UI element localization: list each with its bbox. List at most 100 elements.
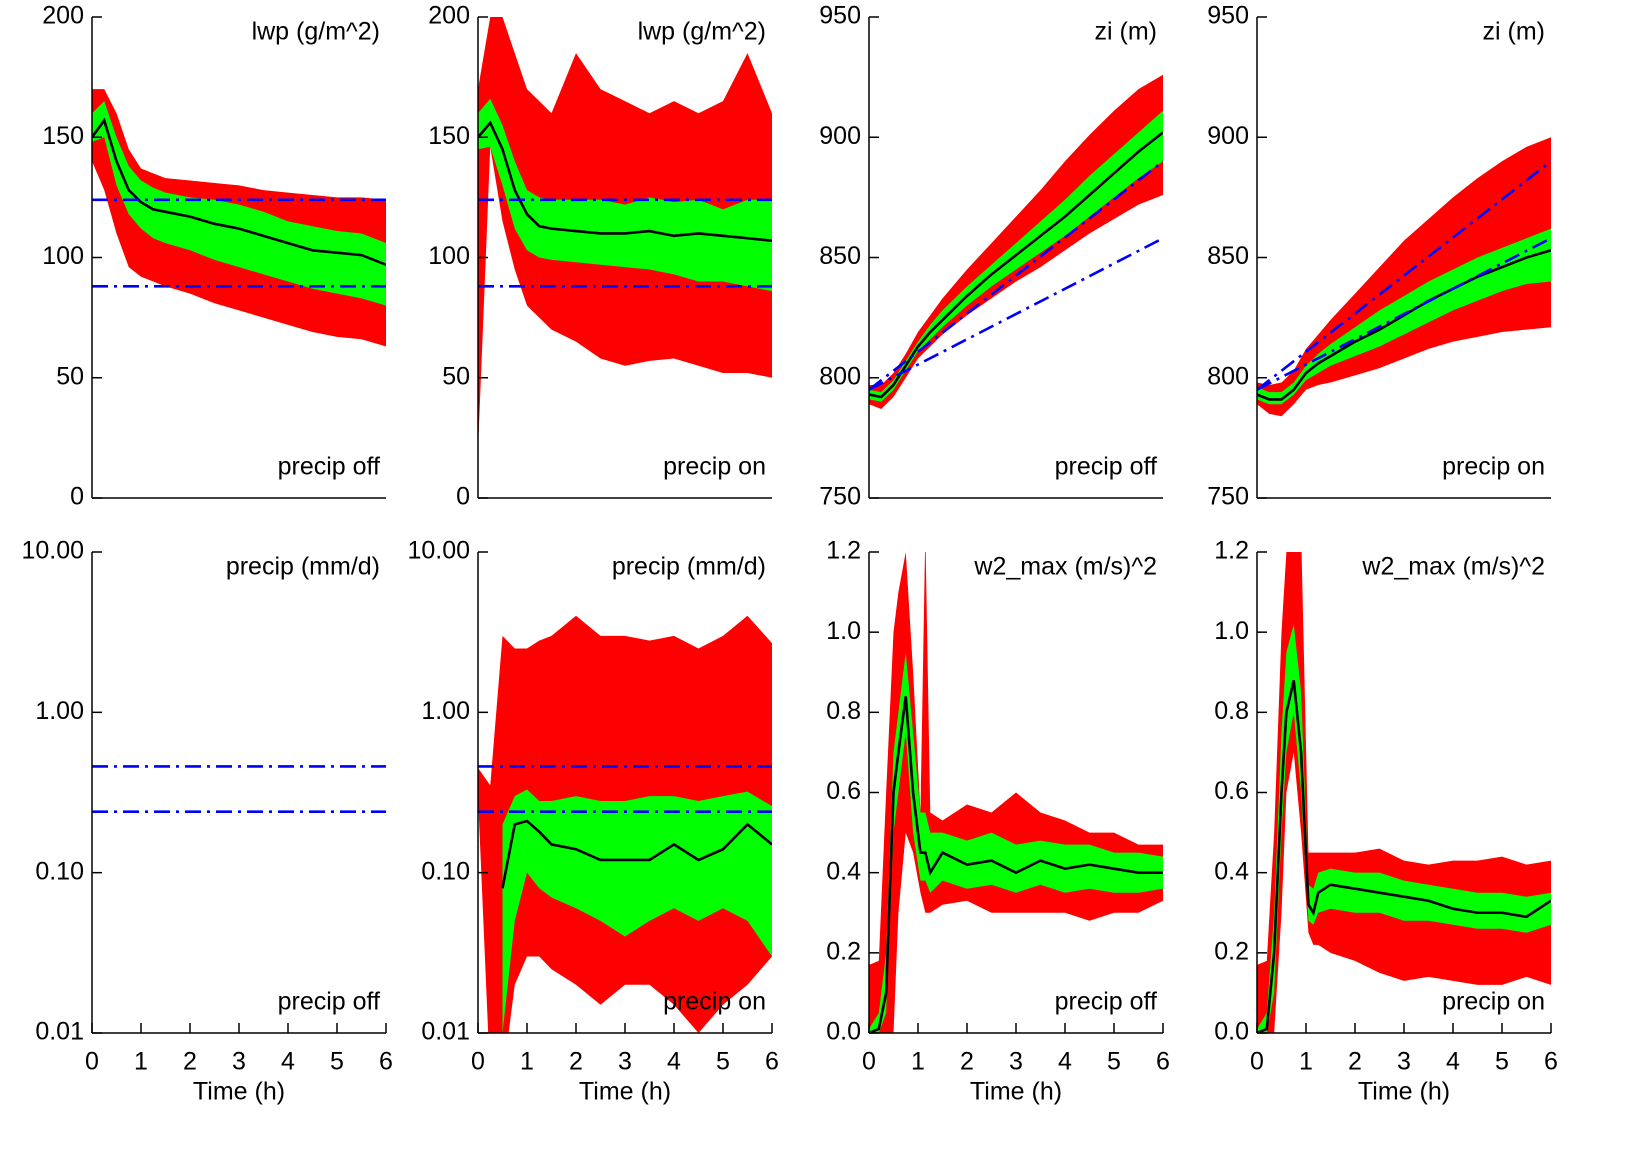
median-line bbox=[1257, 679, 1551, 1033]
y-tick-label: 50 bbox=[442, 362, 470, 390]
x-tick-label: 6 bbox=[1544, 1048, 1558, 1076]
y-tick-label: 0.6 bbox=[826, 777, 861, 805]
median-line bbox=[478, 120, 772, 242]
x-tick-label: 2 bbox=[183, 1048, 197, 1076]
y-tick-label: 0.10 bbox=[35, 857, 84, 885]
annotation: precip off bbox=[278, 453, 380, 481]
reference-line bbox=[869, 160, 1163, 391]
median-line bbox=[92, 117, 386, 266]
x-tick-label: 0 bbox=[862, 1048, 876, 1076]
reference-line bbox=[1257, 160, 1551, 391]
x-tick-label: 4 bbox=[667, 1048, 681, 1076]
y-tick-label: 0 bbox=[456, 483, 470, 511]
x-axis-label: Time (h) bbox=[1358, 1078, 1450, 1106]
x-tick-label: 2 bbox=[960, 1048, 974, 1076]
annotation: precip on bbox=[663, 988, 766, 1016]
panel-title: w2_max (m/s)^2 bbox=[973, 553, 1157, 581]
y-tick-label: 0.4 bbox=[826, 857, 861, 885]
plot-area bbox=[1257, 552, 1551, 1033]
x-axis-label: Time (h) bbox=[579, 1078, 671, 1106]
y-tick-label: 900 bbox=[1207, 122, 1249, 150]
panel: 750 800 850 900 950 zi (m) precip off bbox=[819, 2, 1163, 511]
band bbox=[92, 101, 386, 306]
band bbox=[1257, 624, 1551, 1033]
x-tick-label: 3 bbox=[1397, 1048, 1411, 1076]
annotation: precip off bbox=[1055, 453, 1157, 481]
panel-title: precip (mm/d) bbox=[226, 553, 380, 581]
panel: 0.0 0.2 0.4 0.6 0.8 1.0 1.2 0 1 2 3 4 5 6 w2_max (m/s)… bbox=[826, 537, 1170, 1106]
y-tick-label: 800 bbox=[819, 362, 861, 390]
y-tick-label: 0.01 bbox=[421, 1018, 470, 1046]
panel: 0.01 0.10 1.00 10.00 0 1 2 3 4 5 6 precip (mm/d) pre… bbox=[407, 537, 779, 1106]
y-tick-label: 0 bbox=[70, 483, 84, 511]
y-tick-label: 0.8 bbox=[826, 697, 861, 725]
y-tick-label: 0.4 bbox=[1214, 857, 1249, 885]
annotation: precip on bbox=[663, 453, 766, 481]
y-tick-label: 0.10 bbox=[421, 857, 470, 885]
x-tick-label: 1 bbox=[911, 1048, 925, 1076]
x-tick-label: 5 bbox=[1495, 1048, 1509, 1076]
median-line bbox=[501, 819, 772, 889]
x-tick-label: 6 bbox=[765, 1048, 779, 1076]
plot-area bbox=[1257, 137, 1551, 417]
median-line bbox=[869, 696, 1163, 1033]
y-tick-label: 950 bbox=[819, 2, 861, 30]
panel-title: zi (m) bbox=[1095, 18, 1157, 46]
plot-area bbox=[478, 615, 772, 1033]
x-tick-label: 3 bbox=[618, 1048, 632, 1076]
y-tick-label: 100 bbox=[42, 242, 84, 270]
y-tick-label: 850 bbox=[819, 242, 861, 270]
annotation: precip on bbox=[1442, 453, 1545, 481]
panel: 750 800 850 900 950 zi (m) precip on bbox=[1207, 2, 1551, 511]
plot-area bbox=[92, 89, 386, 347]
y-tick-label: 950 bbox=[1207, 2, 1249, 30]
x-tick-label: 1 bbox=[520, 1048, 534, 1076]
y-tick-label: 10.00 bbox=[21, 537, 84, 565]
panel-title: w2_max (m/s)^2 bbox=[1361, 553, 1545, 581]
panel-title: lwp (g/m^2) bbox=[638, 18, 766, 46]
x-tick-label: 3 bbox=[232, 1048, 246, 1076]
y-tick-label: 1.2 bbox=[826, 537, 861, 565]
y-tick-label: 1.0 bbox=[1214, 617, 1249, 645]
x-tick-label: 0 bbox=[85, 1048, 99, 1076]
plot-area bbox=[92, 765, 386, 814]
y-tick-label: 0.0 bbox=[1214, 1018, 1249, 1046]
x-tick-label: 4 bbox=[281, 1048, 295, 1076]
reference-line bbox=[1257, 237, 1551, 391]
x-tick-label: 1 bbox=[1299, 1048, 1313, 1076]
y-tick-label: 50 bbox=[56, 362, 84, 390]
band bbox=[502, 789, 772, 1033]
y-tick-label: 750 bbox=[1207, 483, 1249, 511]
y-tick-label: 1.00 bbox=[35, 697, 84, 725]
x-tick-label: 5 bbox=[716, 1048, 730, 1076]
y-tick-label: 0.2 bbox=[1214, 937, 1249, 965]
x-axis-label: Time (h) bbox=[193, 1078, 285, 1106]
x-tick-label: 6 bbox=[1156, 1048, 1170, 1076]
plot-area bbox=[478, 17, 772, 450]
x-tick-label: 1 bbox=[134, 1048, 148, 1076]
band bbox=[478, 98, 772, 292]
plot-area bbox=[869, 74, 1163, 410]
x-axis-label: Time (h) bbox=[970, 1078, 1062, 1106]
panel-title: precip (mm/d) bbox=[612, 553, 766, 581]
y-tick-label: 1.0 bbox=[826, 617, 861, 645]
y-tick-label: 150 bbox=[42, 122, 84, 150]
panel: 0.0 0.2 0.4 0.6 0.8 1.0 1.2 0 1 2 3 4 5 6 w2_max (m/s)… bbox=[1214, 537, 1558, 1106]
x-tick-label: 2 bbox=[1348, 1048, 1362, 1076]
x-tick-label: 5 bbox=[1107, 1048, 1121, 1076]
y-tick-label: 0.8 bbox=[1214, 697, 1249, 725]
annotation: precip off bbox=[1055, 988, 1157, 1016]
y-tick-label: 1.00 bbox=[421, 697, 470, 725]
median-line bbox=[1257, 249, 1551, 401]
panel-title: zi (m) bbox=[1483, 18, 1545, 46]
y-tick-label: 750 bbox=[819, 483, 861, 511]
band bbox=[869, 652, 1163, 1033]
annotation: precip off bbox=[278, 988, 380, 1016]
x-tick-label: 5 bbox=[330, 1048, 344, 1076]
y-tick-label: 100 bbox=[428, 242, 470, 270]
panel-title: lwp (g/m^2) bbox=[252, 18, 380, 46]
y-tick-label: 0.0 bbox=[826, 1018, 861, 1046]
x-tick-label: 4 bbox=[1446, 1048, 1460, 1076]
panel: 0 50 100 150 200 lwp (g/m^2) precip on bbox=[428, 2, 772, 511]
